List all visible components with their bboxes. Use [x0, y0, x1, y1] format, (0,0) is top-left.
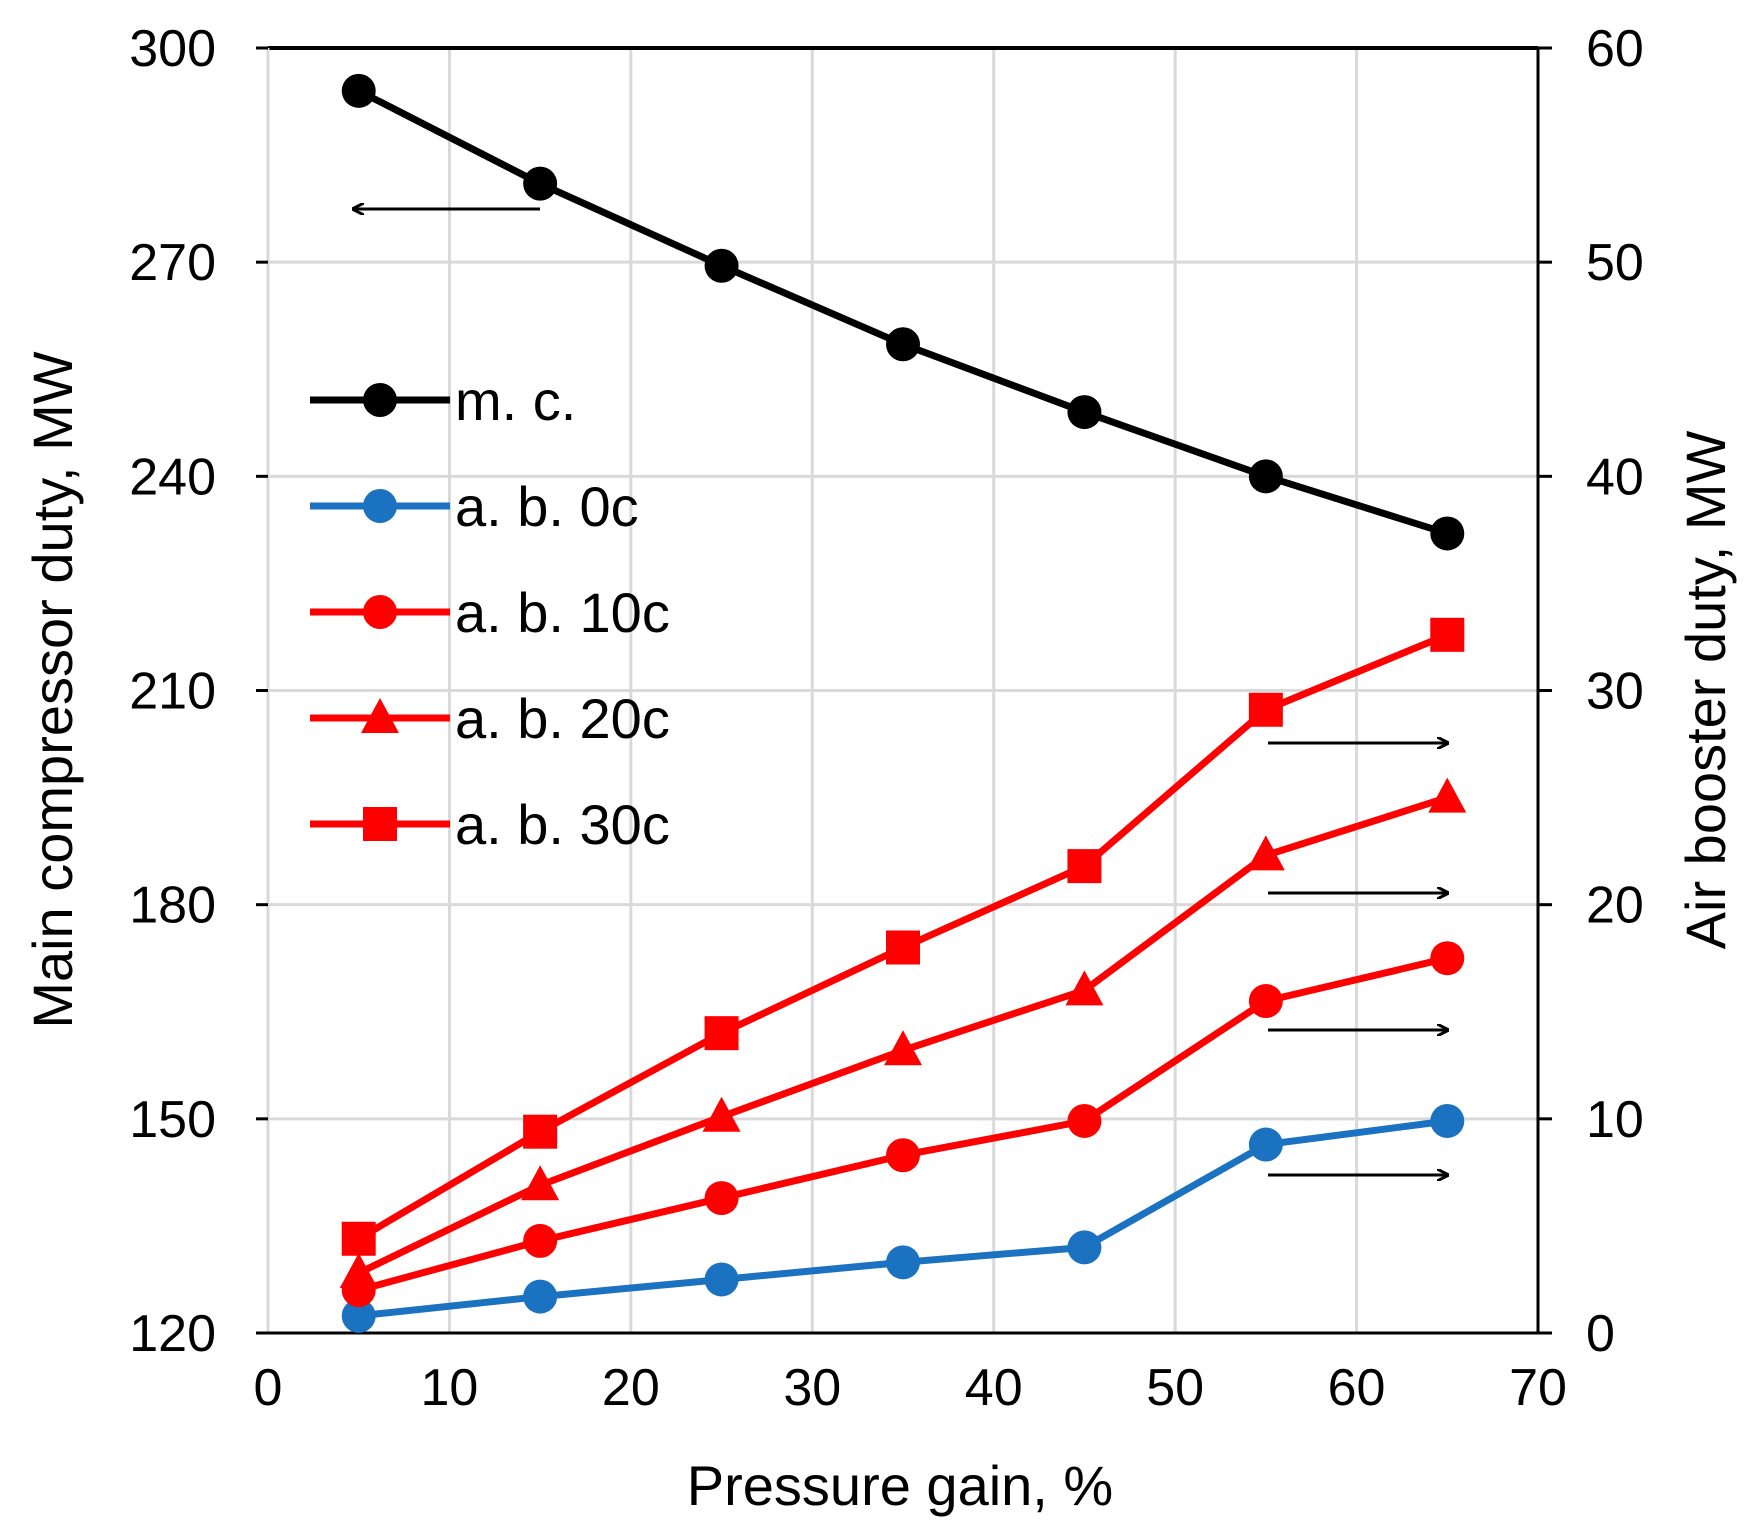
x-tick-label: 40 [965, 1359, 1023, 1417]
data-point-a-b-0c [1248, 1127, 1283, 1162]
y-left-tick-label: 180 [129, 877, 216, 935]
data-point-a-b-30c [341, 1221, 376, 1256]
y-right-tick-label: 50 [1586, 234, 1644, 292]
series-a-b-30c [341, 617, 1465, 1256]
data-point-m-c [341, 73, 376, 108]
legend-label: m. c. [455, 369, 576, 432]
x-tick-label: 60 [1328, 1359, 1386, 1417]
series-m-c [341, 73, 1465, 551]
data-point-a-b-10c [886, 1138, 920, 1173]
data-point-a-b-0c [704, 1262, 739, 1297]
x-tick-label: 20 [602, 1359, 660, 1417]
data-point-a-b-10c [1248, 984, 1283, 1019]
legend-marker [363, 489, 397, 523]
legend-item: m. c. [310, 369, 576, 432]
data-point-a-b-30c [1067, 849, 1102, 884]
legend-label: a. b. 20c [455, 687, 670, 750]
legend-label: a. b. 30c [455, 793, 670, 856]
data-point-m-c [1248, 459, 1283, 494]
data-point-a-b-10c [704, 1181, 739, 1216]
y-right-tick-label: 60 [1586, 20, 1644, 78]
data-point-a-b-0c [886, 1245, 920, 1280]
data-point-a-b-20c [339, 1253, 378, 1289]
y-left-tick-label: 210 [129, 663, 216, 721]
data-point-a-b-20c [884, 1030, 922, 1066]
y-left-tick-label: 120 [129, 1305, 216, 1363]
y-left-axis-title: Main compressor duty, MW [21, 351, 84, 1028]
legend-item: a. b. 20c [310, 687, 670, 750]
data-point-m-c [523, 166, 558, 201]
data-point-m-c [704, 248, 739, 283]
legend-marker [363, 383, 397, 417]
data-point-a-b-30c [886, 930, 920, 965]
legend-item: a. b. 10c [310, 581, 670, 644]
y-right-tick-label: 40 [1586, 448, 1644, 506]
tick-labels: 0 10 20 30 40 50 60 70 120 150 180 210 240 270 300 0 10 2… [129, 20, 1644, 1417]
y-left-tick-label: 240 [129, 448, 216, 506]
y-right-tick-label: 20 [1586, 877, 1644, 935]
legend-label: a. b. 10c [455, 581, 670, 644]
x-tick-label: 70 [1509, 1359, 1567, 1417]
data-point-a-b-0c [1430, 1103, 1465, 1138]
data-point-a-b-20c [1246, 835, 1285, 871]
legend-marker [363, 595, 397, 629]
series-a-b-20c [339, 777, 1467, 1289]
data-point-a-b-20c [1428, 777, 1467, 813]
legend-label: a. b. 0c [455, 475, 639, 538]
annotation-arrows [354, 209, 1447, 1175]
data-point-a-b-10c [1430, 941, 1465, 976]
data-point-a-b-0c [523, 1279, 558, 1314]
data-point-a-b-10c [1067, 1103, 1102, 1138]
legend-item: a. b. 0c [310, 475, 639, 538]
y-left-tick-label: 270 [129, 234, 216, 292]
data-point-a-b-30c [704, 1016, 739, 1051]
series-a-b-10c [341, 941, 1465, 1308]
series-line-m-c [357, 87, 1449, 537]
series-layer [339, 73, 1467, 1333]
data-point-a-b-20c [702, 1096, 741, 1132]
data-point-a-b-20c [521, 1165, 560, 1201]
data-point-m-c [886, 327, 920, 362]
x-tick-label: 0 [254, 1359, 283, 1417]
data-point-m-c [1067, 395, 1102, 430]
gridlines [268, 48, 1540, 1333]
y-left-tick-label: 300 [129, 20, 216, 78]
series-a-b-0c [341, 1103, 1465, 1333]
data-point-a-b-10c [523, 1223, 558, 1258]
legend: m. c. a. b. 0c a. b. 10c a. b. 20c a. b. 30c [310, 369, 670, 856]
data-point-a-b-20c [1065, 970, 1104, 1006]
series-line-a-b-10c [357, 954, 1449, 1294]
x-axis-title: Pressure gain, % [687, 1454, 1113, 1517]
data-point-a-b-30c [1248, 692, 1283, 727]
y-right-tick-label: 30 [1586, 663, 1644, 721]
y-right-tick-label: 0 [1586, 1305, 1615, 1363]
x-tick-label: 10 [421, 1359, 479, 1417]
legend-marker [361, 698, 399, 733]
y-left-tick-label: 150 [129, 1091, 216, 1149]
legend-marker [363, 807, 397, 841]
data-point-a-b-0c [341, 1298, 376, 1333]
data-point-m-c [1430, 516, 1465, 551]
data-point-a-b-30c [523, 1114, 558, 1149]
data-point-a-b-0c [1067, 1230, 1102, 1265]
legend-item: a. b. 30c [310, 793, 670, 856]
x-tick-label: 30 [783, 1359, 841, 1417]
data-point-a-b-30c [1430, 617, 1465, 652]
y-right-tick-label: 10 [1586, 1091, 1644, 1149]
x-tick-label: 50 [1146, 1359, 1204, 1417]
y-right-axis-title: Air booster duty, MW [1674, 431, 1737, 950]
